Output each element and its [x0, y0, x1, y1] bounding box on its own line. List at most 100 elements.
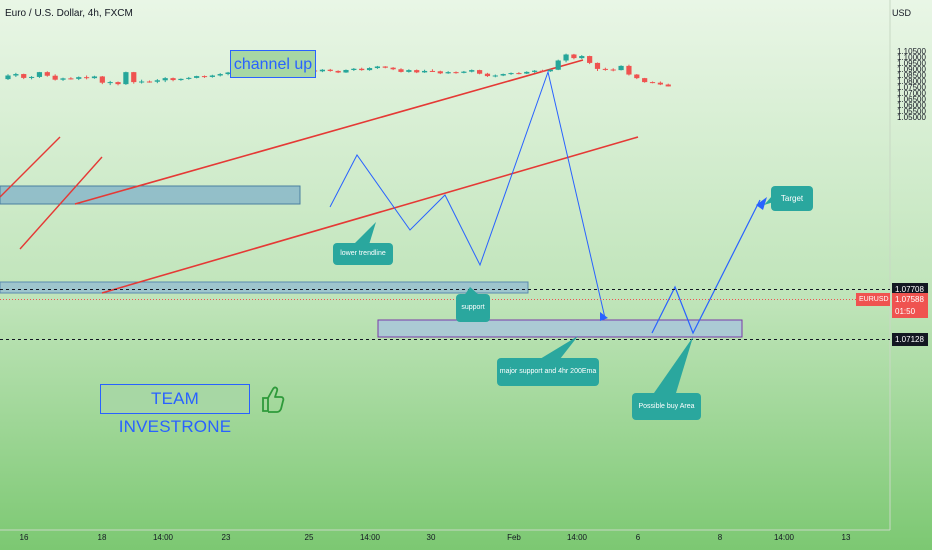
- candle-body[interactable]: [618, 65, 624, 71]
- candle-body[interactable]: [437, 71, 443, 74]
- time-tick-label: 16: [19, 533, 29, 542]
- candle-body[interactable]: [649, 82, 656, 84]
- candle-body[interactable]: [52, 75, 58, 80]
- candle-body[interactable]: [123, 72, 129, 85]
- support-zone: [0, 281, 529, 294]
- candle-body[interactable]: [60, 78, 66, 80]
- candle-body[interactable]: [170, 78, 176, 81]
- candle-body[interactable]: [429, 70, 436, 72]
- candle-body[interactable]: [555, 60, 561, 70]
- candle-body[interactable]: [21, 74, 27, 78]
- major-support-zone: [377, 319, 743, 338]
- candle-body[interactable]: [374, 66, 381, 69]
- thumbs-up-icon: [260, 384, 286, 414]
- time-tick-label: 18: [97, 533, 107, 542]
- candle-body[interactable]: [492, 75, 498, 77]
- currency-label: USD: [891, 8, 911, 18]
- candle-body[interactable]: [115, 82, 121, 85]
- lower-trendline-pointer: [350, 222, 376, 248]
- time-tick-label: 25: [304, 533, 314, 542]
- candle-body[interactable]: [194, 76, 200, 78]
- candle-body[interactable]: [602, 68, 608, 70]
- candle-body[interactable]: [382, 66, 388, 68]
- candle-body[interactable]: [508, 73, 514, 75]
- candle-body[interactable]: [217, 74, 223, 76]
- candle-body[interactable]: [642, 78, 648, 83]
- candle-body[interactable]: [327, 69, 333, 71]
- price-tick-label: 1.08500: [897, 70, 926, 80]
- time-tick-label: 6: [635, 533, 641, 542]
- candle-body[interactable]: [44, 72, 50, 76]
- candle-body[interactable]: [131, 72, 137, 83]
- candle-body[interactable]: [445, 72, 451, 74]
- candle-body[interactable]: [390, 67, 396, 70]
- candle-body[interactable]: [477, 70, 483, 74]
- candle-body[interactable]: [571, 54, 577, 59]
- candle-body[interactable]: [201, 76, 208, 78]
- candle-body[interactable]: [68, 78, 74, 80]
- candle-body[interactable]: [532, 70, 538, 72]
- buy-area-pointer: [654, 337, 693, 393]
- candle-body[interactable]: [343, 69, 349, 73]
- time-tick-label: 14:00: [152, 533, 174, 542]
- candle-body[interactable]: [139, 81, 145, 83]
- candle-body[interactable]: [414, 70, 420, 73]
- short-red-line-1: [0, 136, 61, 198]
- candle-body[interactable]: [421, 70, 428, 73]
- candle-body[interactable]: [28, 76, 35, 78]
- candle-body[interactable]: [579, 56, 585, 59]
- candle-body[interactable]: [91, 76, 98, 79]
- major-support-pointer: [540, 336, 578, 359]
- candle-body[interactable]: [626, 65, 632, 75]
- candle-body[interactable]: [461, 71, 467, 73]
- candle-body[interactable]: [634, 74, 640, 79]
- candle-body[interactable]: [657, 82, 663, 85]
- candle-body[interactable]: [524, 71, 530, 74]
- candle-body[interactable]: [154, 80, 160, 82]
- candle-body[interactable]: [469, 70, 475, 72]
- candle-body[interactable]: [5, 75, 11, 80]
- candle-body[interactable]: [406, 70, 412, 72]
- candle-body[interactable]: [359, 68, 365, 71]
- candle-body[interactable]: [146, 81, 153, 83]
- price-tick-label: 1.05000: [897, 112, 926, 122]
- candle-body[interactable]: [107, 82, 113, 84]
- time-tick-label: 23: [221, 533, 231, 542]
- path-arrowhead-down: [600, 312, 608, 321]
- time-tick-label: 8: [717, 533, 723, 542]
- candle-body[interactable]: [76, 77, 82, 79]
- candle-body[interactable]: [665, 84, 671, 87]
- candle-body[interactable]: [453, 72, 459, 74]
- candle-body[interactable]: [335, 70, 341, 73]
- candle-body[interactable]: [484, 73, 491, 77]
- candle-body[interactable]: [36, 72, 43, 77]
- path-projection: [651, 199, 761, 335]
- candle-body[interactable]: [610, 69, 616, 71]
- channel-lower-line: [101, 136, 639, 294]
- candle-body[interactable]: [594, 62, 601, 69]
- candle-body[interactable]: [13, 74, 19, 76]
- price-tick-label: 1.06000: [897, 100, 926, 110]
- candle-body[interactable]: [539, 70, 546, 72]
- candle-body[interactable]: [209, 75, 215, 77]
- candle-body[interactable]: [516, 73, 522, 75]
- candle-body[interactable]: [99, 76, 105, 83]
- price-tick-label: 1.09500: [897, 58, 926, 68]
- candle-body[interactable]: [225, 72, 231, 75]
- candle-body[interactable]: [84, 77, 90, 79]
- candle-body[interactable]: [178, 78, 184, 81]
- candle-body[interactable]: [563, 54, 569, 61]
- candle-body[interactable]: [587, 56, 593, 63]
- candle-body[interactable]: [162, 78, 168, 81]
- candle-body[interactable]: [500, 74, 506, 76]
- price-tick-label: 1.10000: [897, 52, 926, 62]
- candle-body[interactable]: [547, 69, 553, 72]
- candle-body[interactable]: [398, 69, 404, 72]
- candle-body[interactable]: [186, 77, 192, 79]
- support-pointer: [464, 287, 480, 296]
- price-tick-label: 1.08000: [897, 76, 926, 86]
- candle-body[interactable]: [319, 69, 325, 72]
- candle-body[interactable]: [351, 68, 357, 70]
- candle-body[interactable]: [366, 68, 373, 71]
